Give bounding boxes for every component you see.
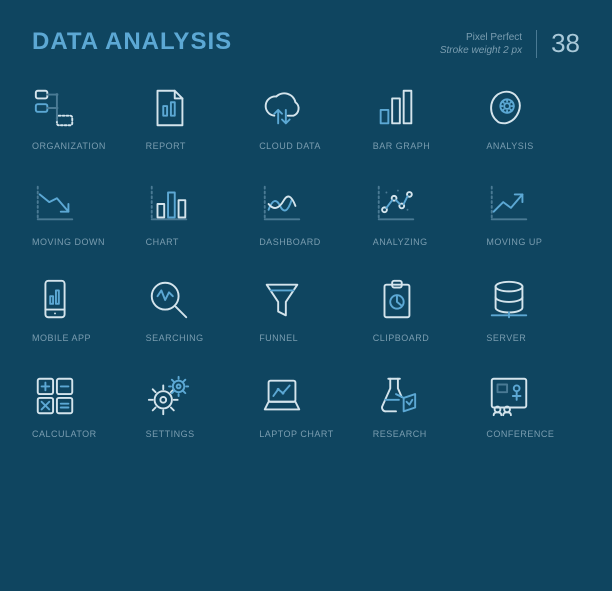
- dashboard-icon: [259, 179, 305, 229]
- bar-graph-icon: [373, 83, 419, 133]
- icon-cell-moving-down: MOVING DOWN: [32, 179, 126, 247]
- icon-label: FUNNEL: [259, 333, 298, 343]
- meta-line2: Stroke weight 2 px: [440, 44, 522, 57]
- icon-label: ORGANIZATION: [32, 141, 106, 151]
- icon-label: MOBILE APP: [32, 333, 91, 343]
- icon-cell-laptop-chart: LAPTOP CHART: [259, 371, 353, 439]
- icon-cell-research: RESEARCH: [373, 371, 467, 439]
- icon-cell-settings: SETTINGS: [146, 371, 240, 439]
- icon-cell-server: SERVER: [486, 275, 580, 343]
- icon-grid: ORGANIZATION REPORT CLOUD DATA BAR GRAPH ANA…: [32, 83, 580, 439]
- icon-count: 38: [551, 28, 580, 59]
- icon-cell-clipboard: CLIPBOARD: [373, 275, 467, 343]
- settings-icon: [146, 371, 192, 421]
- icon-label: RESEARCH: [373, 429, 427, 439]
- icon-cell-moving-up: MOVING UP: [486, 179, 580, 247]
- icon-label: BAR GRAPH: [373, 141, 431, 151]
- icon-label: LAPTOP CHART: [259, 429, 334, 439]
- clipboard-icon: [373, 275, 419, 325]
- server-icon: [486, 275, 532, 325]
- header: DATA ANALYSIS Pixel Perfect Stroke weigh…: [32, 28, 580, 59]
- icon-cell-analyzing: ANALYZING: [373, 179, 467, 247]
- research-icon: [373, 371, 419, 421]
- funnel-icon: [259, 275, 305, 325]
- conference-icon: [486, 371, 532, 421]
- report-icon: [146, 83, 192, 133]
- laptop-chart-icon: [259, 371, 305, 421]
- icon-label: DASHBOARD: [259, 237, 321, 247]
- icon-label: CHART: [146, 237, 179, 247]
- icon-label: MOVING DOWN: [32, 237, 105, 247]
- searching-icon: [146, 275, 192, 325]
- mobile-app-icon: [32, 275, 78, 325]
- icon-cell-mobile-app: MOBILE APP: [32, 275, 126, 343]
- icon-cell-organization: ORGANIZATION: [32, 83, 126, 151]
- icon-label: CLOUD DATA: [259, 141, 321, 151]
- chart-icon: [146, 179, 192, 229]
- meta-line1: Pixel Perfect: [440, 31, 522, 44]
- analysis-icon: [486, 83, 532, 133]
- organization-icon: [32, 83, 78, 133]
- icon-label: SERVER: [486, 333, 526, 343]
- icon-cell-bar-graph: BAR GRAPH: [373, 83, 467, 151]
- icon-cell-cloud-data: CLOUD DATA: [259, 83, 353, 151]
- calculator-icon: [32, 371, 78, 421]
- icon-cell-analysis: ANALYSIS: [486, 83, 580, 151]
- meta-divider: [536, 30, 537, 58]
- icon-cell-conference: CONFERENCE: [486, 371, 580, 439]
- icon-label: CONFERENCE: [486, 429, 554, 439]
- icon-label: MOVING UP: [486, 237, 542, 247]
- moving-down-icon: [32, 179, 78, 229]
- icon-cell-calculator: CALCULATOR: [32, 371, 126, 439]
- icon-cell-searching: SEARCHING: [146, 275, 240, 343]
- icon-cell-dashboard: DASHBOARD: [259, 179, 353, 247]
- icon-cell-funnel: FUNNEL: [259, 275, 353, 343]
- icon-label: REPORT: [146, 141, 186, 151]
- icon-label: CALCULATOR: [32, 429, 97, 439]
- icon-cell-chart: CHART: [146, 179, 240, 247]
- icon-label: CLIPBOARD: [373, 333, 430, 343]
- icon-label: SEARCHING: [146, 333, 204, 343]
- header-meta: Pixel Perfect Stroke weight 2 px 38: [440, 28, 580, 59]
- icon-label: SETTINGS: [146, 429, 195, 439]
- page-title: DATA ANALYSIS: [32, 28, 232, 56]
- icon-cell-report: REPORT: [146, 83, 240, 151]
- icon-label: ANALYSIS: [486, 141, 533, 151]
- icon-label: ANALYZING: [373, 237, 428, 247]
- cloud-data-icon: [259, 83, 305, 133]
- analyzing-icon: [373, 179, 419, 229]
- moving-up-icon: [486, 179, 532, 229]
